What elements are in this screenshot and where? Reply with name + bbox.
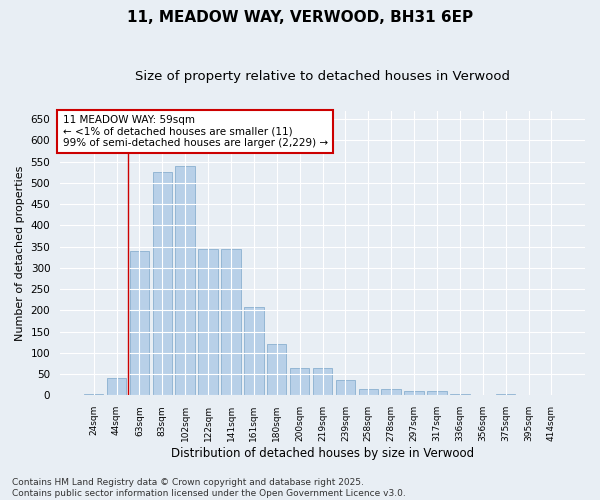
Bar	[199, 248, 218, 396]
Bar	[404, 391, 424, 396]
Bar	[290, 368, 310, 396]
Bar	[359, 389, 378, 396]
Bar	[496, 394, 515, 396]
Bar	[267, 344, 286, 396]
Bar	[382, 389, 401, 396]
Bar	[221, 248, 241, 396]
Bar	[427, 391, 446, 396]
Bar	[84, 394, 103, 396]
Bar	[313, 368, 332, 396]
Bar	[152, 172, 172, 396]
Bar	[244, 307, 263, 396]
Bar	[450, 394, 470, 396]
Bar	[130, 251, 149, 396]
Bar	[175, 166, 195, 396]
Bar	[335, 380, 355, 396]
Text: Contains HM Land Registry data © Crown copyright and database right 2025.
Contai: Contains HM Land Registry data © Crown c…	[12, 478, 406, 498]
Bar	[107, 378, 126, 396]
Text: 11, MEADOW WAY, VERWOOD, BH31 6EP: 11, MEADOW WAY, VERWOOD, BH31 6EP	[127, 10, 473, 25]
Text: 11 MEADOW WAY: 59sqm
← <1% of detached houses are smaller (11)
99% of semi-detac: 11 MEADOW WAY: 59sqm ← <1% of detached h…	[62, 115, 328, 148]
Title: Size of property relative to detached houses in Verwood: Size of property relative to detached ho…	[135, 70, 510, 83]
Y-axis label: Number of detached properties: Number of detached properties	[15, 166, 25, 340]
X-axis label: Distribution of detached houses by size in Verwood: Distribution of detached houses by size …	[171, 447, 474, 460]
